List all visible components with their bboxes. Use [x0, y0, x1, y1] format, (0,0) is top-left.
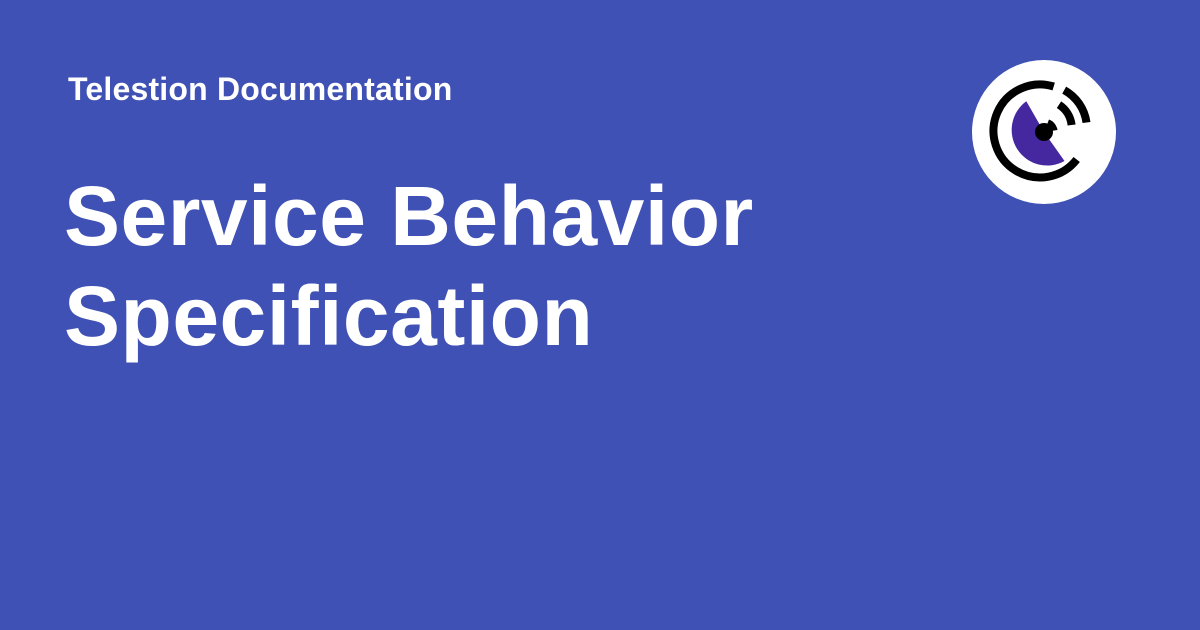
page-title-line-2: Specification: [64, 269, 594, 363]
page-title: Service Behavior Specification: [64, 166, 924, 366]
logo-center-dot: [1035, 123, 1053, 141]
telestion-logo-icon: [972, 60, 1116, 204]
logo-outer-ring: [989, 80, 1080, 182]
site-name: Telestion Documentation: [68, 71, 453, 107]
logo-signal-arc-middle: [1056, 101, 1076, 126]
logo-signal-arc-outer: [1062, 86, 1091, 124]
page-title-line-1: Service Behavior: [64, 169, 754, 263]
